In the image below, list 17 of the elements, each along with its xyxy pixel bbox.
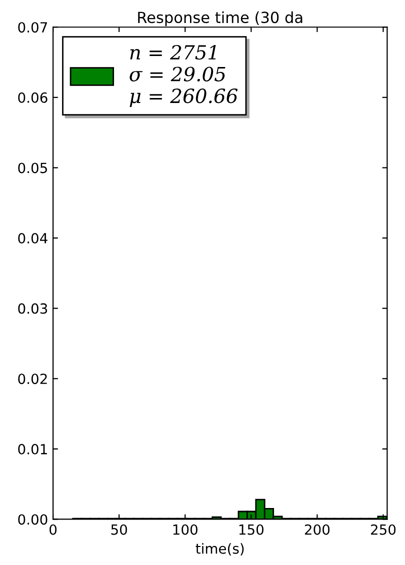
chart-title: Response time (30 da [138,11,302,26]
x-axis-title: time(s) [196,543,244,556]
x-tick-label: 200 [304,524,330,535]
y-tick-label: 0.00 [18,514,48,525]
legend-label: n = 2751 σ = 29.05 μ = 260.66 [130,44,238,107]
y-tick-label: 0.05 [18,162,47,174]
x-tick-label: 150 [239,524,264,535]
y-tick-label: 0.01 [18,444,47,454]
y-tick-label: 0.02 [18,374,47,384]
x-tick-label: 250 [370,524,396,535]
y-tick-label: 0.07 [18,22,48,33]
x-tick-label: 100 [173,524,198,535]
x-tick-label: 0 [50,524,57,535]
y-tick-label: 0.04 [18,232,48,244]
y-tick-label: 0.03 [18,303,48,314]
y-tick-label: 0.06 [18,92,48,103]
x-tick-label: 50 [111,524,127,535]
